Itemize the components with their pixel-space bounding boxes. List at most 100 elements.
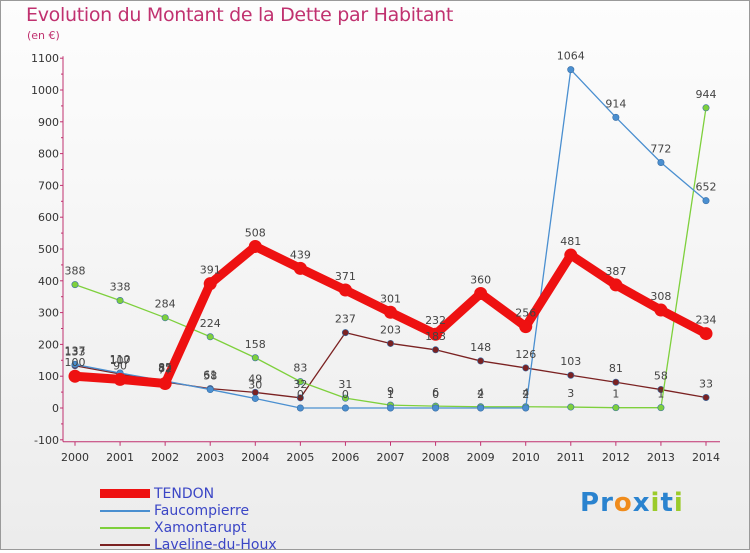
data-label: 338 [110, 281, 131, 294]
data-label: 58 [654, 370, 668, 383]
data-label: 203 [380, 323, 401, 336]
data-label: 481 [560, 235, 581, 248]
y-tick-label: 1000 [31, 84, 59, 97]
legend-item-faucompierre: Faucompierre [100, 502, 277, 519]
data-point [564, 248, 578, 262]
data-point [338, 283, 352, 297]
legend-label: Laveline-du-Houx [154, 536, 277, 553]
y-tick-label: 600 [38, 211, 59, 224]
y-tick-label: 0 [52, 402, 59, 415]
data-point [386, 339, 394, 347]
data-point [296, 394, 304, 402]
data-label: 301 [380, 292, 401, 305]
data-label: 32 [293, 378, 307, 391]
data-label: 2 [477, 388, 484, 401]
y-tick-label: 500 [38, 243, 59, 256]
x-tick-label: 2013 [647, 451, 675, 464]
data-label: 237 [335, 313, 356, 326]
data-label: 49 [248, 372, 262, 385]
data-point [702, 104, 710, 112]
data-point [248, 239, 262, 253]
data-point [206, 386, 214, 394]
x-tick-label: 2002 [151, 451, 179, 464]
data-point [474, 287, 488, 301]
data-point [296, 378, 304, 386]
data-label: 9 [387, 385, 394, 398]
data-point [477, 404, 485, 412]
x-tick-label: 2007 [377, 451, 405, 464]
data-point [702, 394, 710, 402]
data-label: 284 [155, 298, 176, 311]
data-label: 234 [696, 314, 717, 327]
data-label: 183 [425, 330, 446, 343]
logo-letter: i [650, 488, 661, 518]
data-label: 0 [297, 388, 304, 401]
y-tick-label: -100 [34, 434, 59, 447]
data-point [341, 404, 349, 412]
legend-item-laveline-du-houx: Laveline-du-Houx [100, 536, 277, 553]
x-tick-label: 2004 [241, 451, 269, 464]
data-point [567, 371, 575, 379]
data-point [251, 394, 259, 402]
x-tick-label: 2003 [196, 451, 224, 464]
data-point [519, 320, 533, 334]
data-label: 77 [158, 364, 172, 377]
legend: TENDON Faucompierre Xamontarupt Laveline… [100, 485, 277, 553]
chart-title: Evolution du Montant de la Dette par Hab… [26, 4, 454, 26]
data-label: 33 [699, 378, 713, 391]
data-label: 133 [65, 346, 86, 359]
y-tick-label: 100 [38, 370, 59, 383]
logo-letter: t [660, 488, 674, 518]
data-point [116, 297, 124, 305]
data-point [384, 305, 397, 319]
data-label: 158 [245, 338, 266, 351]
data-point [341, 329, 349, 337]
data-point [68, 369, 82, 383]
data-point [296, 404, 304, 412]
legend-label: Faucompierre [154, 502, 250, 519]
data-label: 3 [567, 387, 574, 400]
data-label: 308 [650, 290, 671, 303]
data-label: 1 [387, 388, 394, 401]
x-tick-label: 2012 [602, 451, 630, 464]
data-point [203, 277, 217, 291]
x-tick-label: 2001 [106, 451, 134, 464]
data-label: 31 [338, 378, 352, 391]
data-label: 6 [432, 386, 439, 399]
y-tick-label: 700 [38, 179, 59, 192]
chart-unit: (en €) [27, 29, 60, 42]
data-label: 107 [110, 354, 131, 367]
data-point [699, 327, 713, 341]
data-label: 90 [113, 359, 127, 372]
data-label: 110 [110, 353, 131, 366]
data-point [477, 357, 485, 365]
data-label: 30 [248, 378, 262, 391]
logo-letter: P [580, 488, 601, 518]
legend-label: Xamontarupt [154, 519, 247, 536]
data-label: 371 [335, 270, 356, 283]
data-point [567, 403, 575, 411]
data-point [386, 404, 394, 412]
data-label: 232 [425, 314, 446, 327]
data-point [702, 197, 710, 205]
data-label: 126 [515, 348, 536, 361]
legend-swatch [100, 489, 150, 498]
data-label: 148 [470, 341, 491, 354]
data-point [654, 303, 668, 317]
y-tick-label: 800 [38, 148, 59, 161]
logo-letter: o [613, 488, 633, 518]
legend-item-xamontarupt: Xamontarupt [100, 519, 277, 536]
x-tick-label: 2008 [422, 451, 450, 464]
x-tick-label: 2000 [61, 451, 89, 464]
data-point [206, 333, 214, 341]
data-label: 2 [522, 388, 529, 401]
data-point [158, 377, 172, 391]
data-label: 1 [612, 388, 619, 401]
data-point [657, 159, 665, 167]
legend-swatch [100, 526, 150, 529]
data-label: 388 [65, 265, 86, 278]
proxiti-logo: Proxiti [580, 488, 684, 518]
y-tick-label: 900 [38, 116, 59, 129]
data-label: 58 [203, 370, 217, 383]
data-point [251, 354, 259, 362]
